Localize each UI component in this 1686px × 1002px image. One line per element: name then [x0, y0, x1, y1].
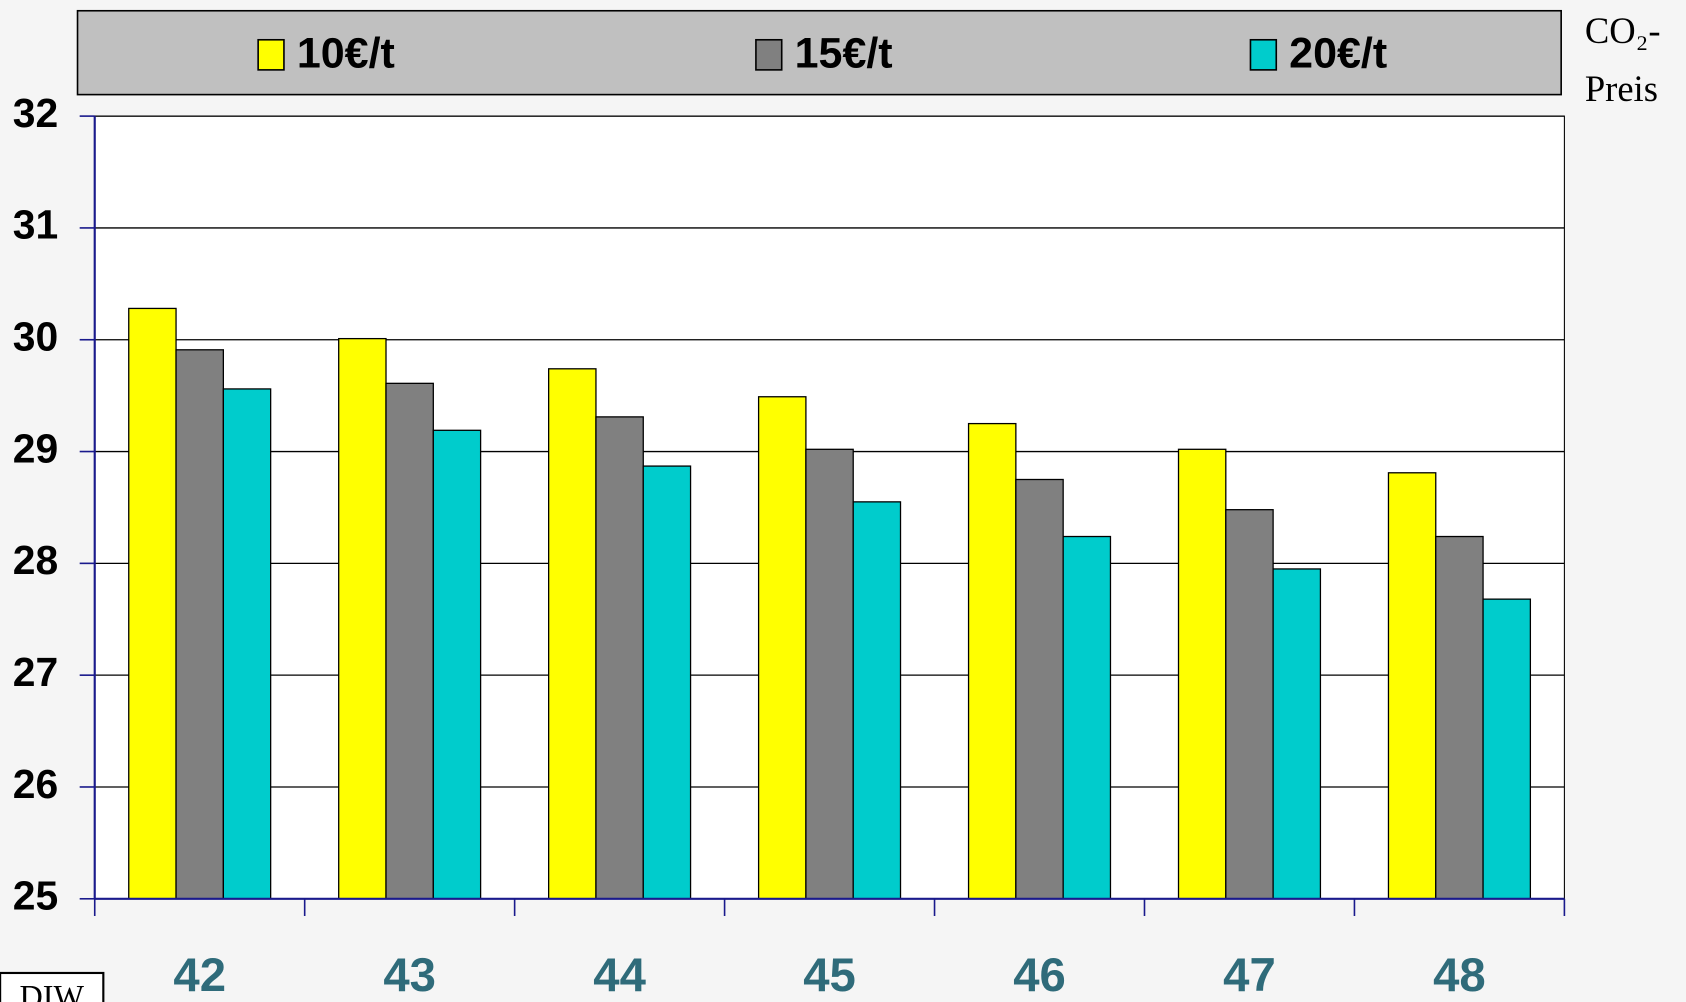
legend-swatch [755, 38, 783, 71]
bar [967, 422, 1017, 900]
y-tick-label: 25 [13, 873, 58, 919]
bar [757, 396, 807, 900]
legend-title: CO₂- [1585, 10, 1661, 51]
bar [1435, 535, 1484, 900]
bar [1177, 448, 1227, 900]
x-tick-label: 44 [593, 949, 646, 1002]
bar [1272, 568, 1322, 900]
y-tick-label: 28 [13, 537, 58, 583]
x-tick-label: 45 [803, 949, 856, 1002]
bar [338, 337, 387, 900]
logo: DIW [19, 978, 84, 1002]
bar [1387, 472, 1437, 900]
bar [128, 307, 177, 900]
bar [1062, 535, 1112, 900]
legend-label: 10€/t [297, 29, 395, 77]
bar [1482, 598, 1532, 900]
logo-box [0, 971, 105, 1002]
y-tick-label: 32 [13, 90, 58, 136]
bar [852, 501, 902, 900]
legend-label: 15€/t [795, 29, 893, 77]
x-tick-label: 47 [1223, 949, 1276, 1002]
bar [805, 448, 854, 900]
legend-swatch [1249, 38, 1278, 71]
y-tick-label: 26 [13, 761, 58, 807]
x-tick-label: 42 [173, 949, 226, 1002]
bar [1225, 509, 1274, 900]
bar [222, 388, 272, 900]
x-tick-label: 43 [383, 949, 436, 1002]
legend-label: 20€/t [1289, 29, 1387, 77]
legend-swatch [257, 38, 285, 71]
bar [385, 382, 434, 900]
x-tick-label: 46 [1013, 949, 1066, 1002]
y-tick-label: 29 [13, 425, 58, 471]
y-tick-label: 30 [13, 314, 58, 360]
bar [175, 349, 224, 900]
y-tick-label: 31 [13, 202, 58, 248]
x-tick-label: 48 [1433, 949, 1486, 1002]
y-tick-label: 27 [13, 649, 58, 695]
bar [1015, 478, 1064, 900]
bar [642, 465, 692, 900]
bar [432, 429, 482, 900]
bar [595, 416, 644, 900]
legend-box [76, 9, 1562, 96]
legend-title: Preis [1585, 68, 1658, 109]
bar [548, 368, 597, 900]
